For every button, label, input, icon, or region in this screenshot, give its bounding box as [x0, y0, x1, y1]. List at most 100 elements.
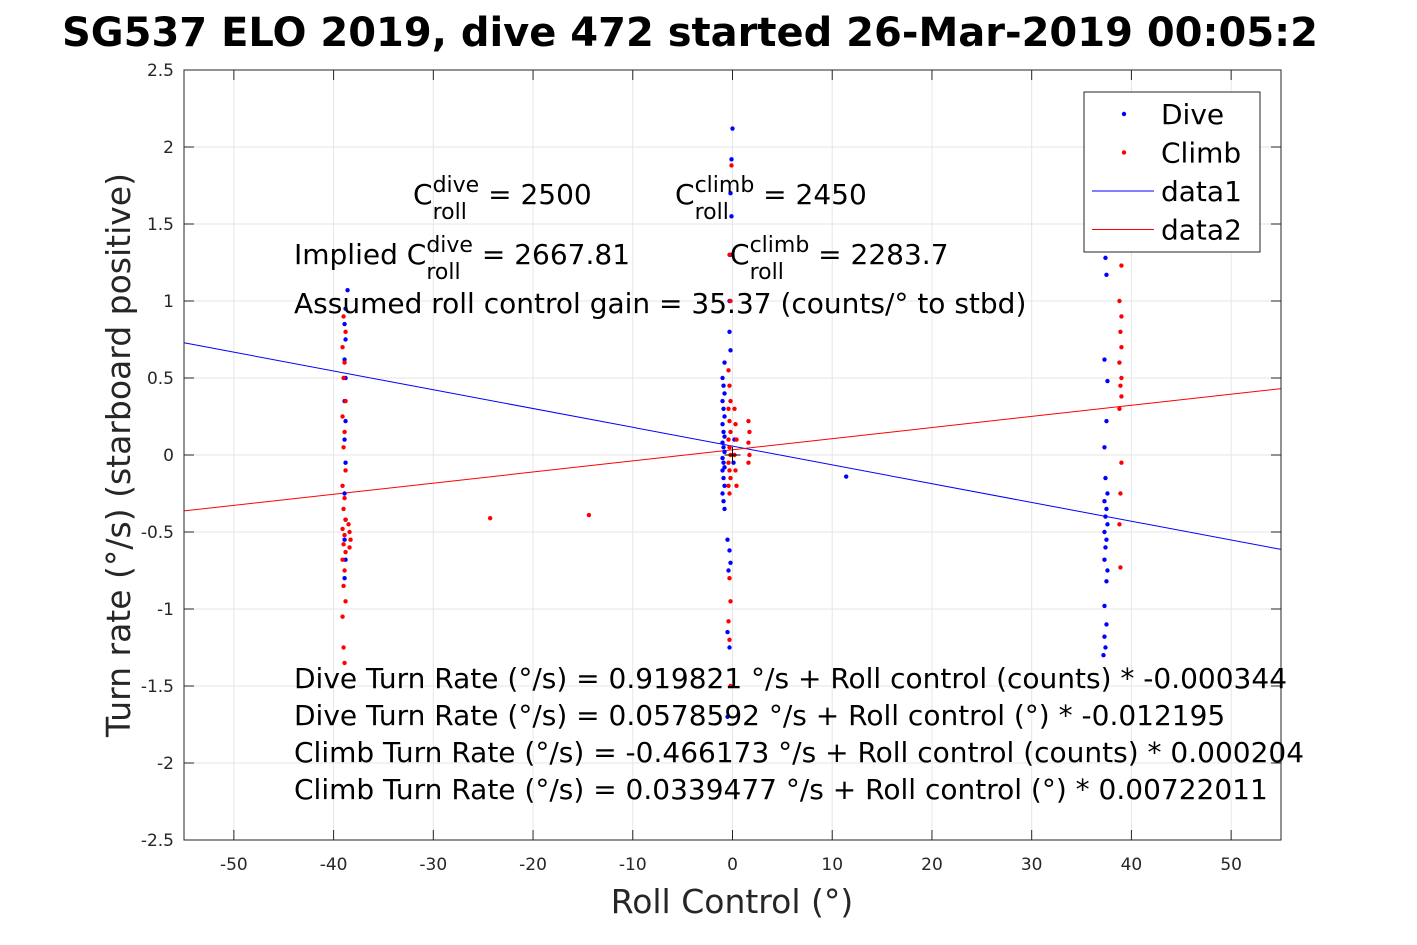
legend-label: data1 — [1161, 175, 1242, 208]
dive-point — [725, 629, 730, 635]
dive-point — [727, 329, 732, 334]
dive-point — [1104, 622, 1109, 627]
legend: Dive Climb data1 data2 — [1083, 91, 1261, 253]
climb-point — [746, 460, 751, 465]
climb-point — [340, 557, 345, 562]
climb-point — [1118, 565, 1123, 570]
dive-point — [1103, 514, 1108, 519]
legend-box — [1083, 91, 1261, 253]
dive-point — [1102, 529, 1107, 535]
dive-point — [342, 321, 347, 327]
dive-point — [342, 491, 347, 496]
climb-point — [341, 645, 346, 650]
y-tick-label: -2 — [157, 754, 174, 774]
dive-point — [721, 429, 726, 435]
dive-point — [1104, 537, 1109, 542]
climb-point — [343, 398, 348, 404]
climb-point — [726, 437, 731, 442]
climb-point — [1118, 329, 1123, 334]
climb-point — [734, 437, 739, 442]
y-tick-label: 2 — [163, 138, 174, 158]
dive-point — [720, 440, 725, 445]
dive-point — [1103, 645, 1108, 650]
climb-point — [586, 512, 592, 518]
dive-point — [342, 357, 347, 362]
annotation-1: Cdive roll = 2500 — [413, 173, 592, 225]
dive-point — [843, 474, 849, 479]
x-tick-label: 20 — [921, 855, 943, 875]
climb-point — [727, 491, 732, 496]
dive-point — [1102, 499, 1107, 504]
climb-point — [1119, 345, 1124, 350]
coef-superscript: dive — [433, 173, 480, 198]
coef-superscript: dive — [426, 233, 473, 258]
climb-point — [342, 495, 347, 501]
climb-point — [1118, 491, 1123, 496]
climb-point — [1119, 375, 1124, 381]
x-tick-label: -10 — [619, 855, 647, 875]
x-tick-label: -50 — [220, 855, 248, 875]
dive-point — [729, 157, 734, 162]
annotation-5: Assumed roll control gain = 35.37 (count… — [294, 287, 1026, 320]
annotations: Cdive roll = 2500 Cclimb roll = 2450Implied… — [294, 173, 1304, 806]
dive-point — [721, 499, 726, 504]
dive-point — [731, 460, 736, 465]
dive-point — [343, 418, 348, 424]
climb-point — [340, 614, 345, 619]
climb-point — [734, 483, 739, 488]
climb-point — [728, 298, 733, 304]
dive-point — [1105, 522, 1110, 527]
x-tick-label: 10 — [821, 855, 843, 875]
coef-subscript: roll — [750, 260, 784, 285]
dive-point — [1102, 634, 1107, 639]
climb-point — [1117, 522, 1122, 527]
y-tick-label: -1 — [157, 600, 174, 620]
climb-point — [747, 452, 752, 458]
climb-point — [733, 468, 738, 473]
coef-subscript: roll — [426, 260, 460, 285]
legend-swatch-climb — [1121, 150, 1127, 155]
climb-point — [1119, 394, 1124, 399]
x-tick-label: 0 — [727, 855, 738, 875]
data-points — [340, 126, 1124, 719]
dive-point — [722, 483, 727, 488]
dive-point — [730, 126, 735, 131]
dive-point — [1105, 491, 1110, 496]
climb-point — [732, 406, 737, 411]
coef-superscript: climb — [695, 173, 755, 198]
dive-point — [720, 491, 725, 496]
legend-swatch-dive — [1121, 111, 1127, 117]
dive-point — [343, 306, 348, 311]
climb-point — [727, 418, 732, 424]
dive-point — [1103, 545, 1108, 550]
x-tick-label: 40 — [1121, 855, 1143, 875]
dive-point — [729, 214, 734, 219]
annotation-6: Dive Turn Rate (°/s) = 0.919821 °/s + Ro… — [294, 662, 1287, 695]
dive-point — [1102, 603, 1107, 609]
dive-point — [721, 383, 726, 388]
dive-point — [1101, 653, 1106, 658]
dive-point — [728, 560, 733, 565]
climb-point — [343, 517, 348, 522]
climb-point — [347, 529, 352, 535]
chart-title: SG537 ELO 2019, dive 472 started 26-Mar-… — [62, 10, 1318, 56]
climb-point — [341, 542, 346, 547]
dive-point — [1105, 568, 1110, 573]
coef-value: = 2667.81 — [473, 238, 630, 271]
annotation-8: Climb Turn Rate (°/s) = -0.466173 °/s + … — [294, 736, 1304, 769]
y-tick-label: -1.5 — [141, 677, 174, 697]
climb-point — [340, 414, 345, 419]
coef-subscript: roll — [433, 200, 467, 225]
climb-point — [342, 360, 347, 365]
dive-point — [725, 537, 730, 542]
dive-point — [721, 460, 726, 465]
climb-point — [1117, 406, 1122, 411]
climb-point — [1117, 360, 1122, 365]
dive-point — [343, 460, 348, 465]
coef-value: = 2450 — [754, 178, 867, 211]
dive-point — [343, 337, 348, 342]
climb-point — [727, 252, 732, 257]
legend-label: Climb — [1161, 137, 1241, 170]
y-tick-label: -2.5 — [141, 831, 174, 851]
